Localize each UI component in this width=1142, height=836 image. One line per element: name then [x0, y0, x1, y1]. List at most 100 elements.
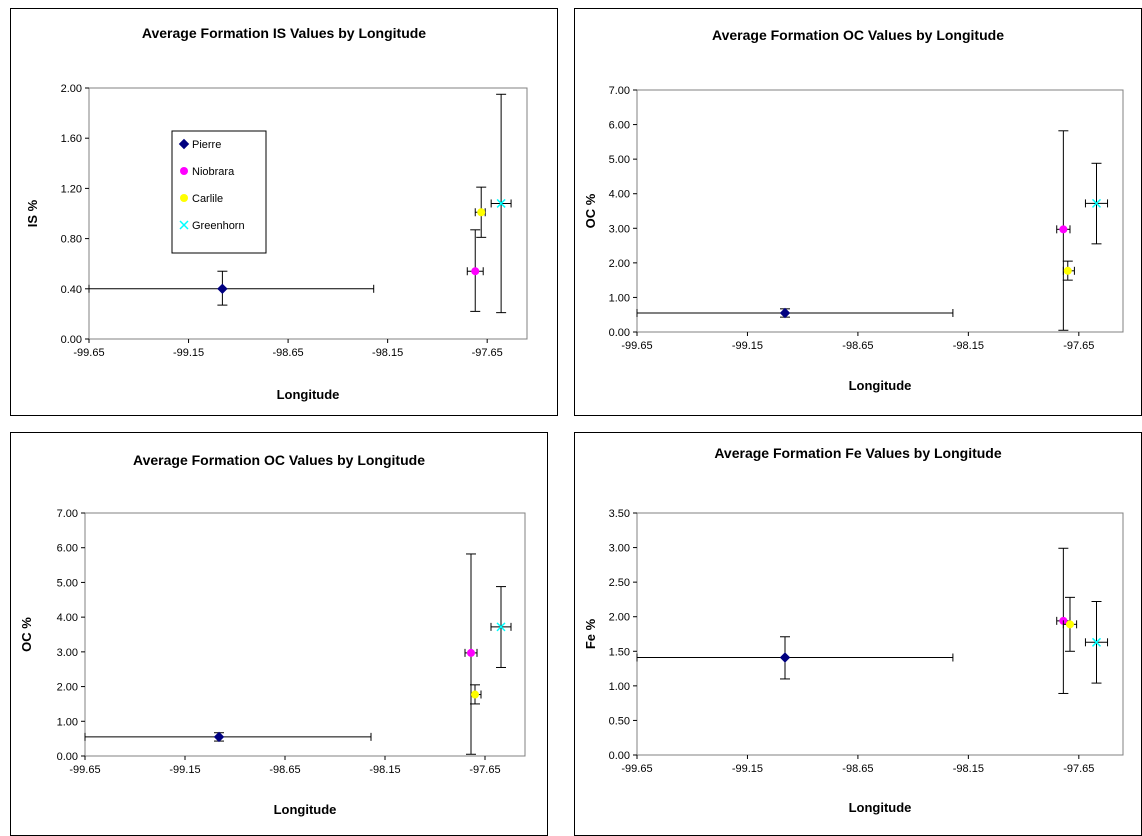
chart-title: Average Formation OC Values by Longitude	[712, 27, 1004, 43]
point-diamond-legend-0	[178, 138, 190, 150]
x-axis-label: Longitude	[849, 378, 912, 393]
chart-oc-top-svg: Average Formation OC Values by Longitude…	[583, 27, 1124, 393]
x-tick-label: -97.65	[472, 347, 503, 359]
chart-is-svg: Average Formation IS Values by Longitude…	[25, 25, 528, 402]
y-tick-label: 0.00	[609, 750, 630, 762]
y-tick-label: 3.00	[609, 223, 630, 235]
point-circle-0-2	[477, 208, 486, 217]
y-tick-label: 1.20	[61, 183, 82, 195]
point-x-1-3	[1091, 198, 1102, 208]
y-tick-label: 6.00	[609, 120, 630, 132]
y-tick-label: 5.00	[57, 577, 78, 589]
x-tick-label: -98.65	[269, 764, 300, 776]
x-tick-label: -98.15	[369, 764, 400, 776]
point-x-0-3	[496, 198, 506, 208]
y-axis-label: OC %	[19, 617, 34, 652]
y-tick-label: 6.00	[57, 543, 78, 555]
x-tick-label: -99.65	[73, 347, 104, 359]
point-x-3-3-stroke-b	[1091, 637, 1102, 647]
plot-area	[636, 512, 1124, 756]
series-greenhorn	[1084, 601, 1109, 684]
series-pierre	[84, 731, 372, 743]
chart-title: Average Formation Fe Values by Longitude	[714, 445, 1002, 461]
chart-panel-oc-bottom: Average Formation OC Values by Longitude…	[10, 432, 548, 836]
legend-label: Carlile	[192, 193, 223, 205]
chart-title: Average Formation OC Values by Longitude	[133, 452, 425, 468]
point-circle-0-1	[471, 267, 480, 276]
series-pierre	[636, 307, 954, 319]
y-tick-label: 0.00	[61, 334, 82, 346]
legend-label: Pierre	[192, 139, 221, 151]
point-x-2-3	[496, 622, 506, 632]
y-axis-label: Fe %	[583, 618, 598, 649]
x-tick-label: -98.65	[842, 763, 873, 775]
legend: Pierre Niobrara Carlile Greenhorn	[171, 130, 267, 254]
series-pierre	[88, 270, 375, 306]
y-tick-label: 2.00	[609, 612, 630, 624]
y-tick-label: 2.00	[61, 83, 82, 95]
point-x-1-3-stroke-b	[1091, 198, 1102, 208]
y-tick-label: 0.80	[61, 234, 82, 246]
y-tick-label: 0.40	[61, 284, 82, 296]
y-tick-label: 1.00	[57, 716, 78, 728]
point-circle-legend-2	[180, 194, 188, 202]
y-tick-label: 7.00	[57, 508, 78, 520]
point-diamond-1-0	[779, 307, 791, 319]
x-tick-label: -97.65	[1063, 340, 1094, 352]
point-x-legend-3-stroke-b	[179, 220, 189, 230]
y-tick-label: 2.50	[609, 577, 630, 589]
plot-area	[84, 512, 526, 757]
point-x-3-3	[1091, 637, 1102, 647]
series-carlile	[474, 186, 487, 238]
x-axis-label: Longitude	[849, 800, 912, 815]
plot-area	[636, 89, 1124, 333]
y-tick-label: 1.00	[609, 292, 630, 304]
point-diamond-3-0	[779, 652, 791, 663]
series-greenhorn	[490, 586, 512, 668]
chart-fe-svg: Average Formation Fe Values by Longitude…	[583, 445, 1124, 815]
y-axis-label: OC %	[583, 193, 598, 228]
x-tick-label: -99.65	[69, 764, 100, 776]
point-circle-2-2	[471, 690, 479, 699]
y-tick-label: 4.00	[57, 612, 78, 624]
y-tick-label: 0.50	[609, 715, 630, 727]
x-tick-label: -99.15	[732, 340, 763, 352]
legend-box	[171, 130, 267, 254]
y-tick-label: 3.00	[57, 647, 78, 659]
point-diamond-0-0	[217, 283, 228, 295]
x-tick-label: -97.65	[469, 764, 500, 776]
point-circle-2-1	[467, 648, 475, 657]
chart-panel-oc-top: Average Formation OC Values by Longitude…	[574, 8, 1142, 416]
chart-panel-fe: Average Formation Fe Values by Longitude…	[574, 432, 1142, 836]
x-tick-label: -98.15	[953, 763, 984, 775]
x-tick-label: -99.15	[169, 764, 200, 776]
series-carlile	[1062, 260, 1075, 281]
point-circle-1-2	[1063, 266, 1072, 275]
y-tick-label: 5.00	[609, 154, 630, 166]
series-niobrara	[464, 553, 478, 755]
y-axis-label: IS %	[25, 199, 40, 227]
legend-label: Niobrara	[192, 166, 235, 178]
x-axis-label: Longitude	[274, 802, 337, 817]
series-carlile	[1062, 596, 1078, 652]
x-tick-label: -99.15	[173, 347, 204, 359]
legend-label: Greenhorn	[192, 220, 245, 232]
x-tick-label: -99.65	[621, 763, 652, 775]
x-tick-label: -98.65	[842, 340, 873, 352]
point-x-legend-3	[179, 220, 189, 230]
y-tick-label: 7.00	[609, 85, 630, 97]
series-carlile	[470, 684, 482, 705]
y-tick-label: 1.00	[609, 681, 630, 693]
y-tick-label: 0.00	[57, 751, 78, 763]
x-tick-label: -99.65	[621, 340, 652, 352]
point-x-2-3-stroke-b	[496, 622, 506, 632]
y-tick-label: 4.00	[609, 189, 630, 201]
x-tick-label: -98.65	[272, 347, 303, 359]
x-axis-label: Longitude	[277, 387, 340, 402]
chart-oc-bottom-svg: Average Formation OC Values by Longitude…	[19, 452, 526, 817]
point-circle-1-1	[1059, 225, 1068, 234]
point-x-0-3-stroke-b	[496, 198, 506, 208]
series-greenhorn	[1084, 162, 1109, 245]
series-greenhorn	[490, 93, 512, 314]
y-tick-label: 0.00	[609, 327, 630, 339]
